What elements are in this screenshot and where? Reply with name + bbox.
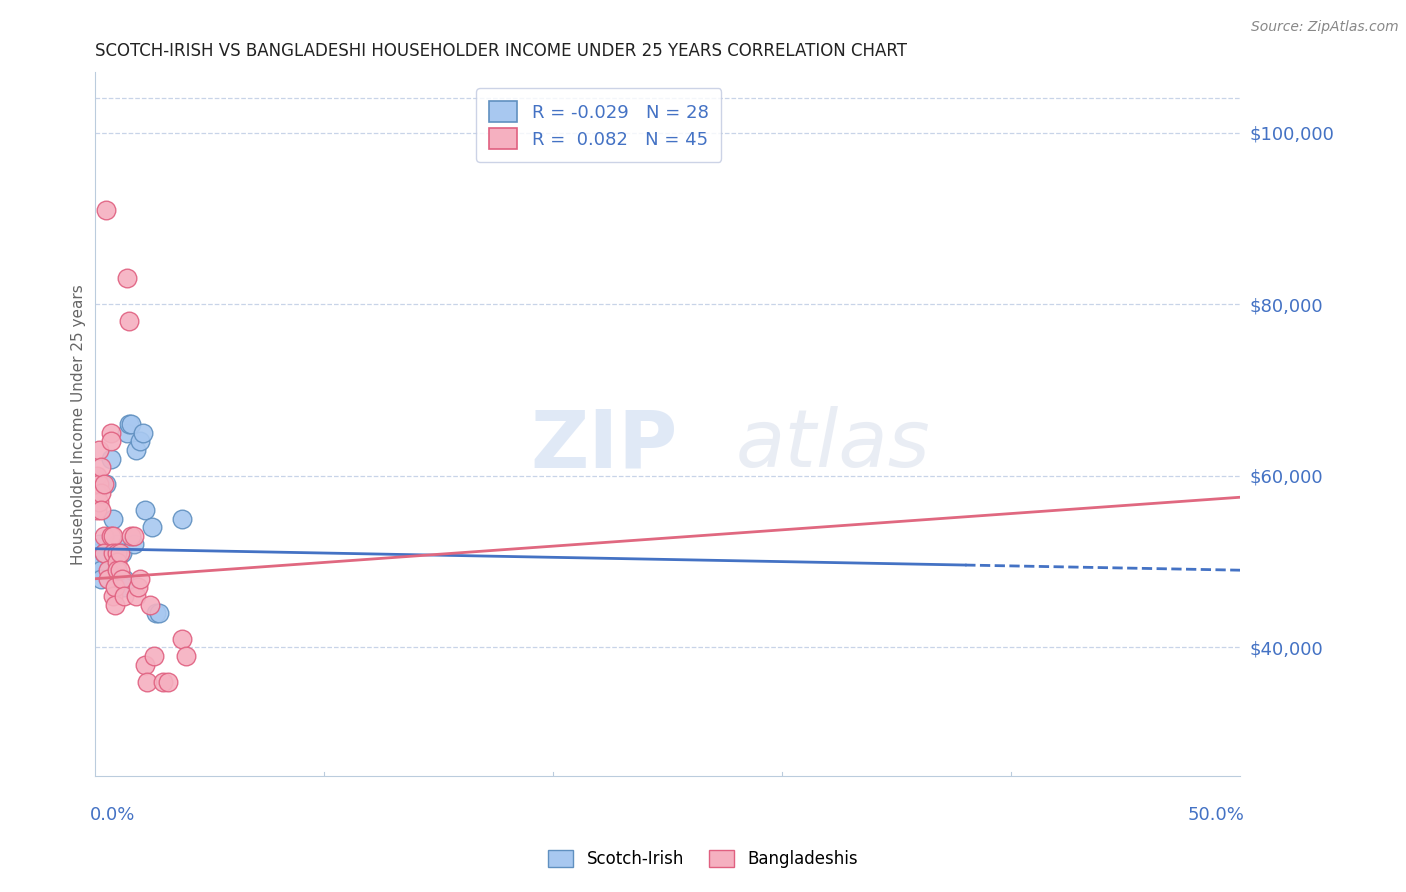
Point xyxy=(108,572,131,586)
Point xyxy=(125,589,148,603)
Point xyxy=(108,563,131,577)
Point xyxy=(107,555,129,569)
Point xyxy=(93,546,115,560)
Point xyxy=(93,546,115,560)
Point xyxy=(86,503,108,517)
Text: atlas: atlas xyxy=(737,407,931,484)
Point xyxy=(100,425,122,440)
Point xyxy=(111,546,134,560)
Point xyxy=(104,580,127,594)
Point xyxy=(107,546,129,560)
Point xyxy=(89,494,111,508)
Point xyxy=(89,477,111,491)
Point xyxy=(104,598,127,612)
Point xyxy=(118,417,141,432)
Point xyxy=(122,529,145,543)
Point xyxy=(89,555,111,569)
Point xyxy=(100,529,122,543)
Point xyxy=(115,271,138,285)
Point xyxy=(90,486,112,500)
Point xyxy=(90,572,112,586)
Point xyxy=(93,529,115,543)
Point xyxy=(89,537,111,551)
Point xyxy=(86,555,108,569)
Point xyxy=(101,546,124,560)
Legend: Scotch-Irish, Bangladeshis: Scotch-Irish, Bangladeshis xyxy=(541,843,865,875)
Point xyxy=(97,563,120,577)
Point xyxy=(86,468,108,483)
Point xyxy=(134,503,156,517)
Y-axis label: Householder Income Under 25 years: Householder Income Under 25 years xyxy=(72,284,86,565)
Point xyxy=(90,503,112,517)
Point xyxy=(125,443,148,458)
Point xyxy=(112,580,135,594)
Point xyxy=(101,529,124,543)
Point xyxy=(108,546,131,560)
Point xyxy=(118,314,141,328)
Point xyxy=(94,202,117,217)
Point xyxy=(174,648,197,663)
Text: Source: ZipAtlas.com: Source: ZipAtlas.com xyxy=(1251,20,1399,34)
Point xyxy=(131,425,153,440)
Legend: R = -0.029   N = 28, R =  0.082   N = 45: R = -0.029 N = 28, R = 0.082 N = 45 xyxy=(475,88,721,161)
Point xyxy=(129,572,152,586)
Point xyxy=(141,520,163,534)
Point xyxy=(93,477,115,491)
Text: 0.0%: 0.0% xyxy=(90,806,135,824)
Point xyxy=(86,486,108,500)
Point xyxy=(100,434,122,449)
Point xyxy=(134,657,156,672)
Point xyxy=(101,512,124,526)
Point xyxy=(115,425,138,440)
Text: ZIP: ZIP xyxy=(530,407,678,484)
Point xyxy=(143,648,166,663)
Point xyxy=(122,537,145,551)
Point xyxy=(170,512,193,526)
Point xyxy=(90,460,112,475)
Point xyxy=(145,606,167,620)
Point xyxy=(120,417,142,432)
Text: 50.0%: 50.0% xyxy=(1188,806,1244,824)
Point xyxy=(170,632,193,646)
Point xyxy=(111,572,134,586)
Point xyxy=(94,477,117,491)
Point xyxy=(107,563,129,577)
Point xyxy=(107,563,129,577)
Point xyxy=(129,434,152,449)
Point xyxy=(100,451,122,466)
Point xyxy=(136,674,159,689)
Point xyxy=(112,589,135,603)
Point xyxy=(107,537,129,551)
Point xyxy=(120,529,142,543)
Point xyxy=(112,572,135,586)
Point xyxy=(86,546,108,560)
Point xyxy=(152,674,174,689)
Point xyxy=(101,589,124,603)
Point xyxy=(156,674,179,689)
Text: SCOTCH-IRISH VS BANGLADESHI HOUSEHOLDER INCOME UNDER 25 YEARS CORRELATION CHART: SCOTCH-IRISH VS BANGLADESHI HOUSEHOLDER … xyxy=(94,42,907,60)
Point xyxy=(97,572,120,586)
Point xyxy=(90,563,112,577)
Point xyxy=(138,598,160,612)
Point xyxy=(148,606,170,620)
Point xyxy=(127,580,149,594)
Point xyxy=(89,443,111,458)
